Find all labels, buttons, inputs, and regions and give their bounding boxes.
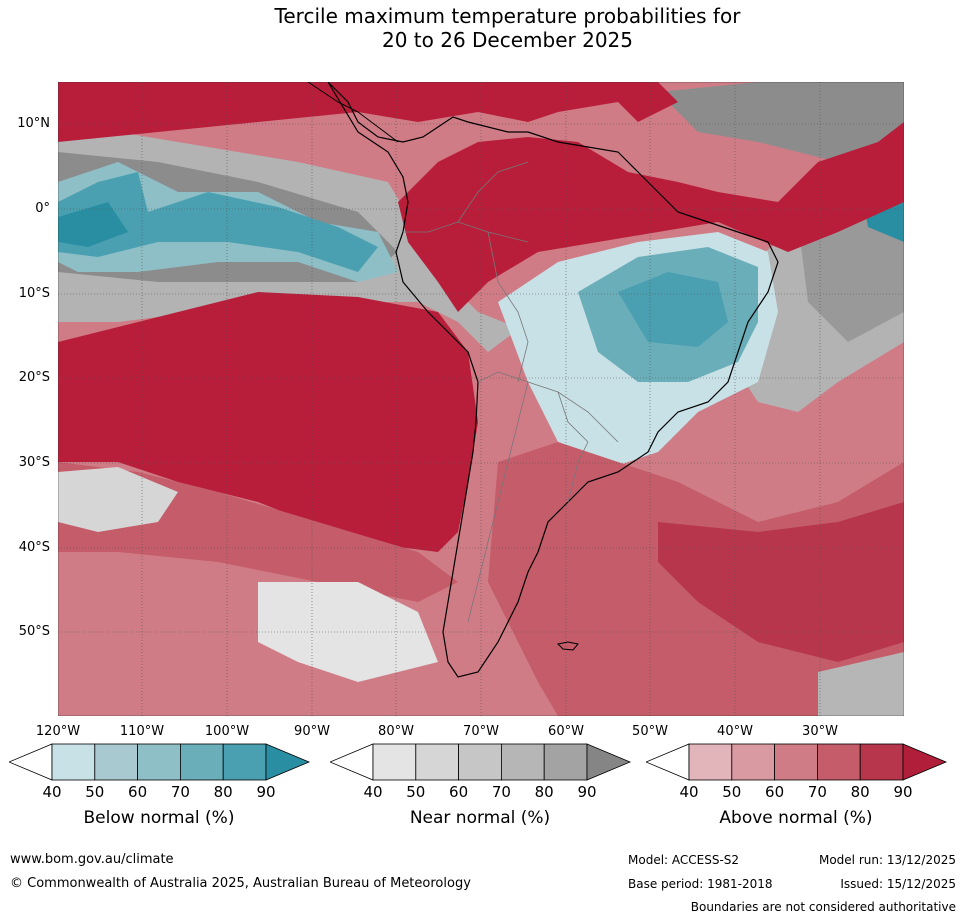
- probability-map: [58, 82, 904, 716]
- lon-label-50w: 50°W: [632, 724, 668, 739]
- footer-disclaimer: Boundaries are not considered authoritat…: [690, 900, 956, 914]
- lon-label-110w: 110°W: [119, 724, 165, 739]
- colorbar-below-swatch-80: [222, 743, 267, 781]
- lon-label-70w: 70°W: [463, 724, 499, 739]
- near-normal-south-mid: [258, 582, 438, 682]
- colorbar-near-tick-40: 40: [363, 783, 383, 801]
- colorbar-near-swatch-80: [543, 743, 588, 781]
- title-line-2: 20 to 26 December 2025: [381, 28, 633, 52]
- colorbar-near-upper-arrow: [586, 743, 632, 781]
- lat-label-0: 0°: [35, 201, 50, 216]
- colorbar-near-swatches: [372, 743, 588, 781]
- footer-url[interactable]: www.bom.gov.au/climate: [10, 852, 174, 867]
- footer-issued: Issued: 15/12/2025: [840, 877, 956, 891]
- colorbar-below-swatches: [51, 743, 267, 781]
- lon-label-90w: 90°W: [294, 724, 330, 739]
- lat-label-10s: 10°S: [18, 286, 50, 301]
- colorbar-near-swatch-70: [500, 743, 545, 781]
- lon-label-40w: 40°W: [717, 724, 753, 739]
- colorbar-above-tick-80: 80: [850, 783, 870, 801]
- colorbar-near-swatch-50: [415, 743, 460, 781]
- footer-copyright: © Commonwealth of Australia 2025, Austra…: [10, 876, 471, 891]
- colorbar-below-swatch-50: [94, 743, 139, 781]
- colorbar-near-normal: [330, 743, 632, 781]
- colorbar-below-tick-90: 90: [256, 783, 276, 801]
- lon-label-100w: 100°W: [204, 724, 250, 739]
- map-title: Tercile maximum temperature probabilitie…: [0, 4, 965, 52]
- colorbar-above-swatch-60: [774, 743, 818, 781]
- colorbar-above-tick-50: 50: [722, 783, 742, 801]
- colorbar-above-swatch-50: [731, 743, 776, 781]
- near-normal-dark-east: [658, 82, 904, 162]
- above-normal-pacific: [58, 292, 478, 552]
- colorbar-below-tick-60: 60: [128, 783, 148, 801]
- colorbar-near-tick-90: 90: [577, 783, 597, 801]
- colorbar-above-tick-40: 40: [679, 783, 699, 801]
- colorbar-above-tick-60: 60: [765, 783, 785, 801]
- lon-label-80w: 80°W: [378, 724, 414, 739]
- title-line-1: Tercile maximum temperature probabilitie…: [274, 4, 741, 28]
- lon-label-120w: 120°W: [35, 724, 81, 739]
- lat-label-20s: 20°S: [18, 370, 50, 385]
- colorbar-below-normal: [9, 743, 311, 781]
- colorbar-above-swatches: [688, 743, 904, 781]
- south-america-coastline: [327, 82, 779, 678]
- near-normal-south-east: [818, 652, 904, 716]
- above-normal-north-west: [58, 82, 678, 142]
- colorbar-near-tick-50: 50: [406, 783, 426, 801]
- footer-base-period: Base period: 1981-2018: [628, 877, 773, 891]
- below-normal-pacific: [58, 172, 378, 272]
- near-normal-south-west: [58, 467, 178, 532]
- below-normal-pacific-strong: [58, 202, 128, 247]
- footer-model-run: Model run: 13/12/2025: [818, 853, 956, 867]
- colorbar-below-swatch-70: [179, 743, 224, 781]
- colorbar-above-swatch-40: [688, 743, 733, 781]
- colorbar-near-swatch-60: [458, 743, 502, 781]
- colorbar-near-tick-60: 60: [449, 783, 469, 801]
- colorbar-below-swatch-40: [51, 743, 96, 781]
- near-normal-dark-east2: [798, 212, 904, 342]
- lon-label-60w: 60°W: [548, 724, 584, 739]
- falkland-islands: [556, 641, 579, 651]
- colorbar-above-title: Above normal (%): [719, 808, 873, 828]
- lon-label-30w: 30°W: [802, 724, 838, 739]
- graticule: [58, 82, 904, 716]
- colorbar-below-title: Below normal (%): [83, 808, 235, 828]
- colorbar-above-tick-70: 70: [807, 783, 827, 801]
- colorbar-below-lower-arrow: [9, 743, 53, 781]
- above-normal-north-sa: [398, 122, 904, 312]
- lat-label-10n: 10°N: [17, 116, 50, 131]
- colorbar-near-title: Near normal (%): [409, 808, 551, 828]
- colorbar-near-swatch-40: [372, 743, 417, 781]
- lat-label-50s: 50°S: [18, 624, 50, 639]
- lat-label-40s: 40°S: [18, 540, 50, 555]
- colorbar-near-lower-arrow: [330, 743, 374, 781]
- colorbar-above-lower-arrow: [646, 743, 690, 781]
- colorbar-below-tick-40: 40: [42, 783, 62, 801]
- colorbar-near-tick-70: 70: [491, 783, 511, 801]
- colorbar-below-swatch-60: [137, 743, 181, 781]
- footer-model: Model: ACCESS-S2: [628, 853, 740, 867]
- lat-label-30s: 30°S: [18, 455, 50, 470]
- below-normal-brazil-strong: [618, 272, 728, 347]
- colorbar-above-tick-90: 90: [893, 783, 913, 801]
- colorbar-below-tick-80: 80: [213, 783, 233, 801]
- colorbar-above-swatch-80: [859, 743, 904, 781]
- central-america-coastline: [307, 82, 399, 143]
- colorbar-above-upper-arrow: [902, 743, 948, 781]
- above-normal-south-atlantic-strong: [658, 502, 904, 662]
- colorbar-below-tick-50: 50: [85, 783, 105, 801]
- colorbar-above-normal: [646, 743, 948, 781]
- colorbar-below-tick-70: 70: [170, 783, 190, 801]
- colorbar-above-swatch-70: [816, 743, 861, 781]
- colorbar-near-tick-80: 80: [534, 783, 554, 801]
- country-borders: [403, 161, 619, 623]
- colorbar-below-upper-arrow: [265, 743, 311, 781]
